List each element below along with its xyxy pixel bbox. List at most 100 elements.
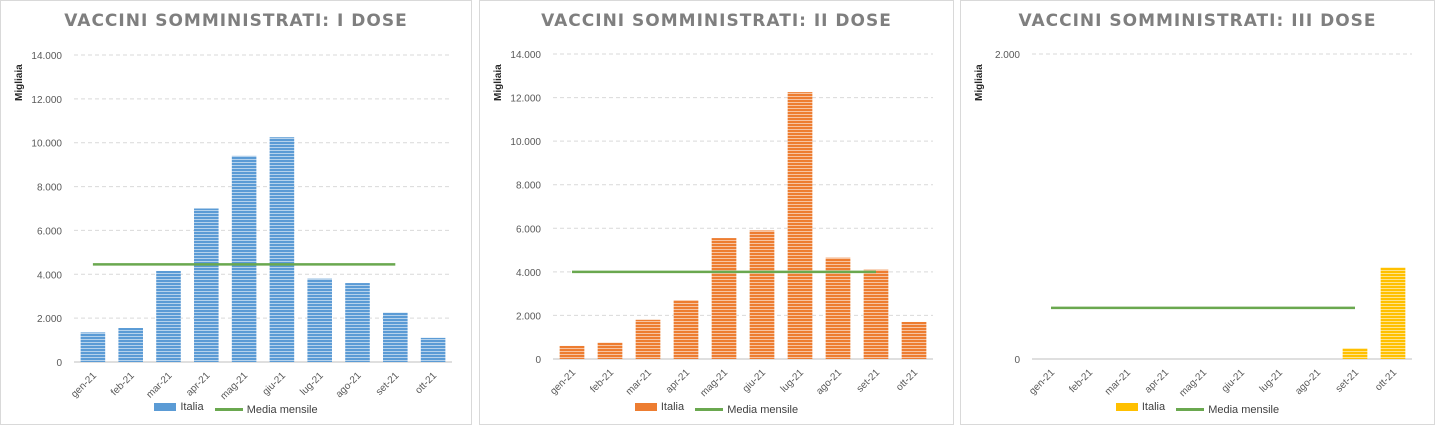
chart-plot-dose-1: 0 2.000 4.000 6.000 8.000 10.000 12.000 14.000 g… (31, 51, 452, 402)
x-tick-label: lug-21 (298, 370, 326, 398)
y-tick-label: 4.000 (37, 270, 62, 281)
y-tick-label: 10.000 (31, 139, 62, 150)
legend-swatch-bars (1115, 403, 1138, 411)
bar-feb-21 (597, 342, 623, 359)
bar-mar-21 (635, 319, 661, 359)
bar-ago-21 (345, 283, 370, 362)
y-tick-label: 2.000 (516, 311, 541, 322)
x-tick-label: set-21 (855, 367, 883, 395)
legend-label-bars: Italia (180, 401, 204, 413)
y-tick-label: 8.000 (516, 181, 541, 192)
y-tick-label: 8.000 (37, 183, 62, 194)
bar-ott-21 (420, 337, 446, 362)
x-tick-label: ott-21 (1373, 367, 1399, 393)
chart-panel-dose-2: VACCINI SOMMINISTRATI: II DOSE Migliaia … (479, 0, 954, 425)
legend-swatch-line (1176, 408, 1205, 411)
y-tick-label: 0 (1014, 355, 1020, 366)
y-tick-label: 0 (535, 355, 541, 366)
x-tick-label: giu-21 (1220, 367, 1248, 395)
y-tick-label: 2.000 (37, 314, 62, 325)
x-tick-label: apr-21 (184, 370, 213, 399)
legend-item-bars: Italia (154, 401, 204, 413)
x-tick-label: feb-21 (109, 370, 137, 398)
x-tick-label: gen-21 (548, 367, 578, 397)
x-tick-label: feb-21 (588, 367, 616, 395)
chart-legend: Italia Media mensile (1, 401, 471, 416)
bar-ott-21 (1380, 267, 1406, 359)
bar-feb-21 (118, 328, 143, 362)
chart-panel-dose-1: VACCINI SOMMINISTRATI: I DOSE Migliaia 0… (0, 0, 472, 425)
x-tick-label: mar-21 (144, 370, 174, 400)
legend-item-line: Media mensile (695, 404, 798, 416)
y-tick-label: 6.000 (516, 224, 541, 235)
x-tick-label: gen-21 (1027, 367, 1057, 397)
y-tick-label: 6.000 (37, 226, 62, 237)
legend-item-bars: Italia (1115, 401, 1166, 413)
chart-legend: Italia Media mensile (480, 401, 953, 416)
legend-label-line: Media mensile (1208, 403, 1280, 416)
x-tick-label: feb-21 (1067, 367, 1095, 395)
y-tick-label: 14.000 (31, 51, 62, 62)
chart-legend: Italia Media mensile (961, 401, 1434, 416)
y-tick-label: 12.000 (31, 95, 62, 106)
legend-item-bars: Italia (634, 401, 685, 413)
legend-label-bars: Italia (1141, 401, 1166, 413)
legend-swatch-bars (154, 403, 177, 411)
x-tick-label: lug-21 (1258, 367, 1286, 395)
y-tick-label: 10.000 (510, 137, 541, 148)
bar-gen-21 (80, 332, 106, 362)
x-tick-label: ott-21 (894, 367, 920, 393)
x-tick-label: mag-21 (1177, 367, 1209, 399)
y-tick-label: 12.000 (510, 94, 541, 105)
legend-swatch-line (695, 408, 724, 411)
x-tick-label: lug-21 (779, 367, 807, 395)
x-tick-label: mar-21 (624, 367, 654, 397)
x-tick-label: mag-21 (698, 367, 730, 399)
chart-plot-dose-2: 0 2.000 4.000 6.000 8.000 10.000 12.000 14.000 g… (510, 50, 933, 399)
x-tick-label: apr-21 (664, 367, 693, 396)
legend-label-line: Media mensile (727, 403, 799, 416)
bar-mag-21 (231, 155, 257, 362)
bar-apr-21 (673, 300, 699, 359)
chart-plot-dose-3: 0 2.000 gen-21 feb-21 mar-21 apr-21 mag-21 giu-… (995, 50, 1412, 399)
bar-ott-21 (901, 321, 927, 359)
bar-giu-21 (749, 230, 775, 359)
y-tick-label: 2.000 (995, 50, 1020, 61)
x-tick-label: ago-21 (334, 370, 364, 400)
chart-panel-dose-3: VACCINI SOMMINISTRATI: III DOSE Migliaia… (960, 0, 1435, 425)
legend-swatch-bars (634, 403, 657, 411)
bar-apr-21 (194, 208, 219, 362)
legend-swatch-line (214, 408, 243, 411)
bar-gen-21 (559, 345, 585, 359)
x-tick-label: set-21 (374, 370, 402, 398)
y-tick-label: 0 (56, 358, 62, 369)
bar-giu-21 (269, 137, 295, 362)
x-tick-label: ago-21 (1293, 367, 1323, 397)
x-tick-label: giu-21 (261, 370, 289, 398)
legend-label-bars: Italia (660, 401, 685, 413)
x-tick-label: giu-21 (741, 367, 769, 395)
legend-label-line: Media mensile (246, 403, 318, 416)
chart-title: VACCINI SOMMINISTRATI: II DOSE (541, 11, 892, 31)
x-tick-label: mag-21 (218, 370, 250, 402)
bar-set-21 (1342, 348, 1368, 359)
x-tick-label: apr-21 (1143, 367, 1172, 396)
bar-set-21 (863, 269, 889, 359)
legend-item-line: Media mensile (1176, 404, 1279, 416)
x-tick-label: mar-21 (1103, 367, 1133, 397)
x-tick-label: ott-21 (413, 370, 439, 396)
bar-mag-21 (711, 238, 737, 359)
x-tick-label: ago-21 (814, 367, 844, 397)
legend-item-line: Media mensile (214, 403, 318, 416)
chart-title: VACCINI SOMMINISTRATI: I DOSE (64, 11, 408, 31)
chart-title: VACCINI SOMMINISTRATI: III DOSE (1018, 11, 1377, 31)
x-tick-label: gen-21 (69, 370, 99, 400)
y-tick-label: 14.000 (510, 50, 541, 61)
y-tick-label: 4.000 (516, 268, 541, 279)
bar-set-21 (383, 312, 408, 362)
bar-mar-21 (156, 270, 181, 362)
x-tick-label: set-21 (1334, 367, 1362, 395)
bar-lug-21 (307, 278, 332, 362)
bar-ago-21 (825, 257, 851, 359)
bar-lug-21 (787, 92, 813, 359)
